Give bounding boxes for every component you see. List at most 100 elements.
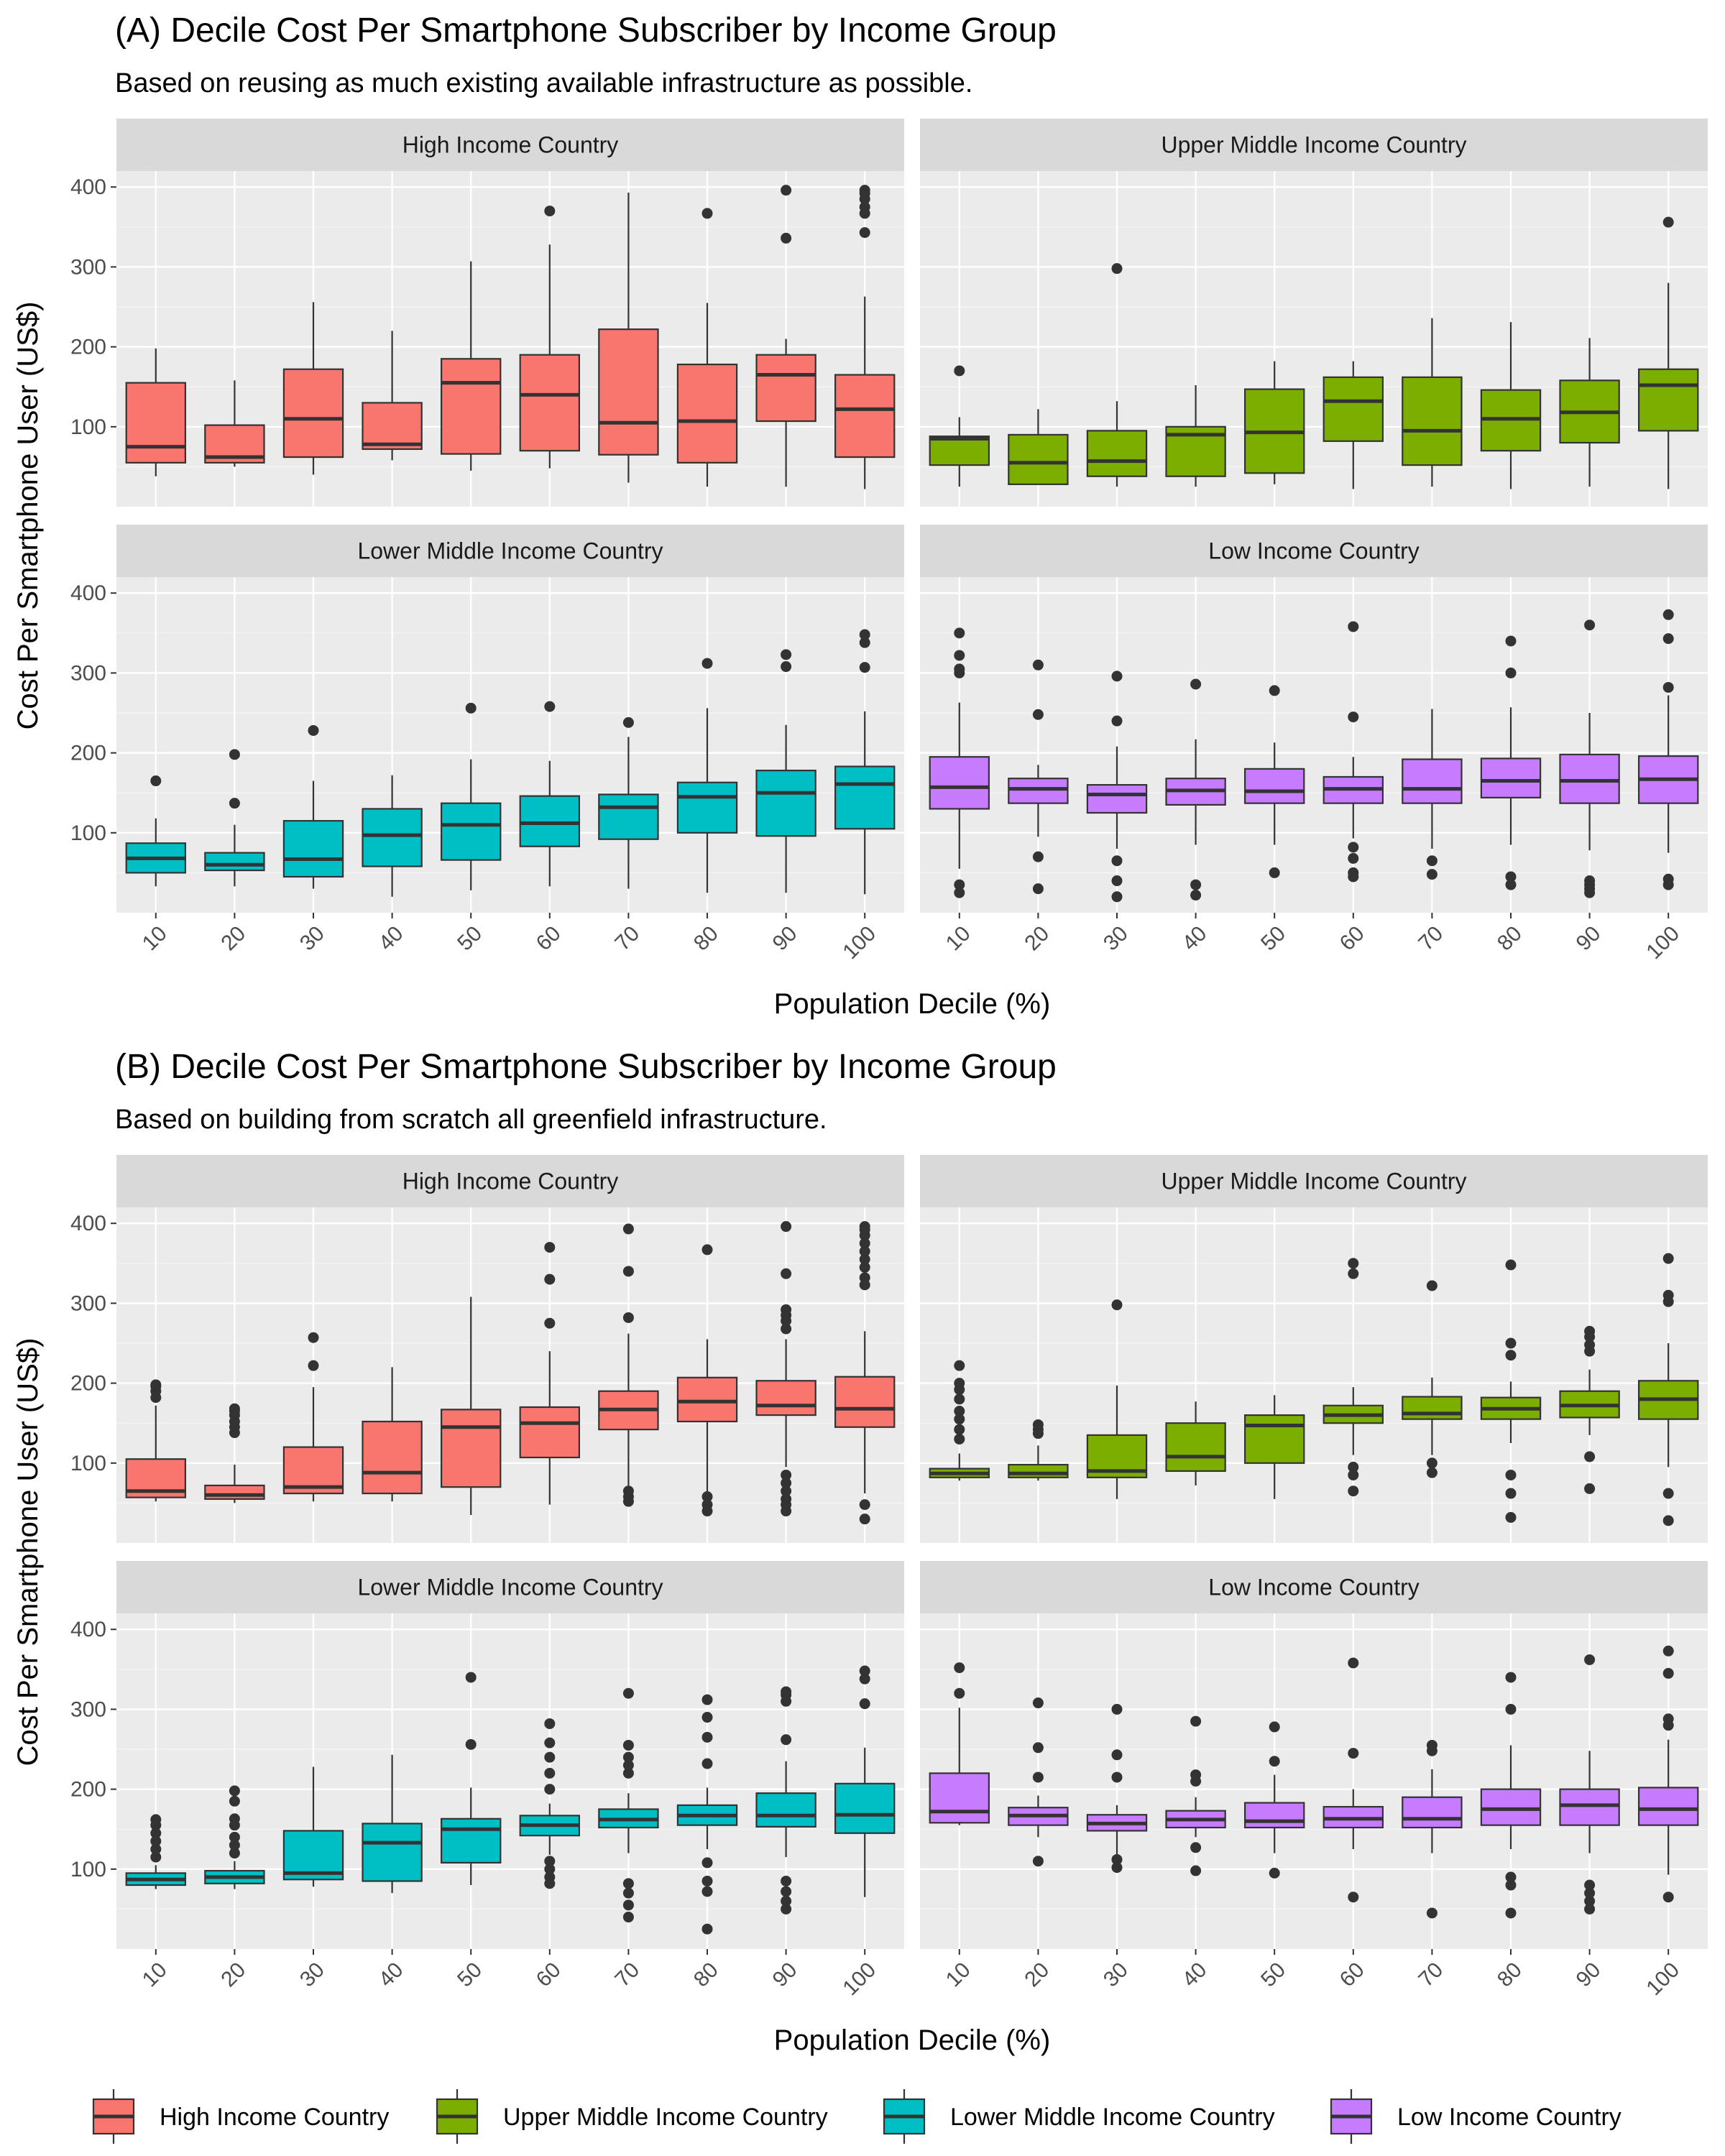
outlier-point (544, 206, 556, 217)
outlier-point (702, 208, 713, 219)
outlier-point (954, 1414, 965, 1425)
outlier-point (781, 1875, 792, 1886)
outlier-point (702, 1857, 713, 1869)
facet-panel: Low Income Country 10 20 30 40 50 60 70 80 90 100 (920, 525, 1708, 964)
outlier-point (622, 1266, 634, 1277)
x-tick-label: 50 (1256, 921, 1290, 955)
outlier-point (229, 1785, 240, 1797)
outlier-point (781, 1304, 792, 1315)
facet-strip-label: Lower Middle Income Country (357, 538, 663, 564)
outlier-point (781, 1886, 792, 1897)
facet-panel: High Income Country 100 200 300 400 (70, 119, 904, 507)
x-tick-label: 10 (942, 921, 975, 955)
box-40 (362, 1367, 423, 1502)
outlier-point (1348, 1657, 1359, 1669)
outlier-point (859, 1499, 870, 1511)
box-30 (282, 302, 344, 475)
outlier-point (229, 1403, 240, 1414)
box-70 (598, 717, 659, 889)
box-body (1402, 758, 1463, 804)
outlier-point (465, 1672, 477, 1683)
box-50 (1243, 361, 1305, 484)
outlier-point (1505, 879, 1517, 890)
box-100 (834, 1221, 896, 1525)
box-90 (755, 649, 816, 893)
box-60 (1322, 361, 1384, 489)
outlier-point (702, 1886, 713, 1897)
facet-panel: Low Income Country 10 20 30 40 50 60 70 80 90 100 (920, 1561, 1708, 2000)
outlier-point (781, 1221, 792, 1233)
x-tick-label: 10 (138, 1958, 172, 1991)
x-tick-label: 20 (1020, 1958, 1054, 1991)
outlier-point (1348, 711, 1359, 723)
outlier-point (1032, 1772, 1044, 1783)
x-tick-label: 60 (1335, 921, 1369, 955)
box-body (1243, 768, 1305, 804)
outlier-point (622, 1912, 634, 1923)
box-60 (1322, 621, 1384, 883)
x-axis-title: Population Decile (%) (774, 2024, 1051, 2056)
box-body (1243, 1414, 1305, 1464)
box-body (1480, 757, 1542, 798)
box-body (1243, 1802, 1305, 1829)
box-body (929, 756, 990, 810)
box-10 (929, 1662, 990, 1825)
outlier-point (1662, 1488, 1674, 1499)
box-body (1480, 1788, 1542, 1826)
box-40 (1165, 1715, 1226, 1876)
outlier-point (1269, 1867, 1280, 1879)
outlier-point (622, 1223, 634, 1235)
facet-panel: Lower Middle Income Country 100 200 300 400 1… (70, 525, 904, 964)
outlier-point (1111, 1703, 1123, 1715)
y-tick-label: 200 (70, 1778, 106, 1802)
box-body (1638, 1787, 1699, 1826)
box-50 (1243, 1721, 1305, 1879)
box-40 (362, 331, 423, 461)
box-70 (598, 193, 659, 483)
x-tick-label: 30 (295, 921, 329, 955)
outlier-point (1505, 1337, 1517, 1349)
outlier-point (1111, 671, 1123, 682)
outlier-point (954, 1424, 965, 1435)
x-tick-label: 70 (1414, 1958, 1448, 1991)
outlier-point (859, 1238, 870, 1249)
box-20 (204, 1403, 265, 1503)
outlier-point (1348, 1258, 1359, 1269)
box-body (929, 436, 990, 466)
outlier-point (781, 1506, 792, 1517)
y-tick-label: 400 (70, 581, 106, 605)
outlier-point (954, 1687, 965, 1699)
y-tick-label: 300 (70, 255, 106, 279)
outlier-point (1584, 1325, 1596, 1337)
outlier-point (859, 1253, 870, 1265)
box-50 (440, 1296, 502, 1516)
box-20 (204, 749, 265, 887)
outlier-point (229, 1831, 240, 1843)
box-100 (834, 185, 896, 489)
outlier-point (781, 1485, 792, 1497)
outlier-point (1348, 1469, 1359, 1480)
box-60 (1322, 1657, 1384, 1903)
box-80 (1480, 635, 1542, 890)
box-body (362, 808, 423, 867)
outlier-point (1505, 1703, 1517, 1715)
outlier-point (1190, 1769, 1202, 1781)
box-body (834, 1376, 896, 1428)
box-30 (1086, 263, 1148, 487)
box-body (1322, 376, 1384, 442)
outlier-point (954, 627, 965, 639)
outlier-point (465, 1738, 477, 1750)
outlier-point (1662, 609, 1674, 620)
outlier-point (781, 1903, 792, 1915)
x-tick-label: 30 (295, 1958, 329, 1991)
box-body (834, 374, 896, 459)
legend-label: Lower Middle Income Country (950, 2104, 1275, 2131)
x-tick-label: 60 (532, 921, 566, 955)
y-tick-label: 400 (70, 1212, 106, 1235)
outlier-point (1348, 842, 1359, 853)
outlier-point (622, 1899, 634, 1911)
box-body (1008, 433, 1069, 485)
box-100 (1638, 216, 1699, 489)
outlier-point (150, 1379, 162, 1391)
